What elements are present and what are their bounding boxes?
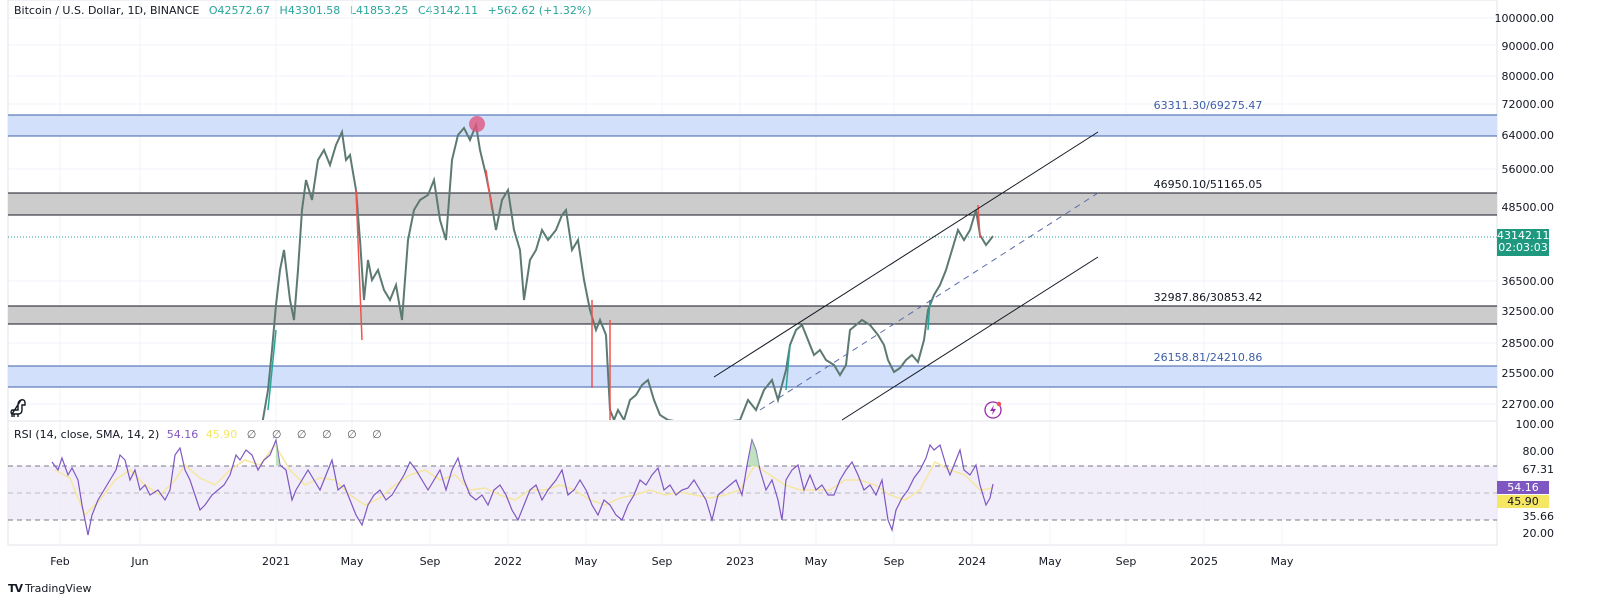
- tradingview-logo-text: TradingView: [25, 582, 92, 595]
- price-tick: 48500.00: [1501, 201, 1555, 214]
- time-tick: May: [804, 555, 828, 568]
- low-value: L41853.25: [349, 4, 409, 17]
- zone-63311-69275[interactable]: [8, 114, 1497, 137]
- time-tick: Sep: [1115, 555, 1137, 568]
- price-tick: 56000.00: [1501, 163, 1555, 176]
- tradingview-logo[interactable]: TV TradingView: [8, 582, 92, 595]
- close-value: C43142.11: [417, 4, 479, 17]
- time-tick: Feb: [50, 555, 70, 568]
- time-tick: 2022: [494, 555, 522, 568]
- time-tick: Sep: [419, 555, 441, 568]
- price-tick: 72000.00: [1501, 98, 1555, 111]
- price-tick: 80000.00: [1501, 70, 1555, 83]
- zone-46950-51165[interactable]: [8, 192, 1497, 216]
- rsi-value-tag: 54.16: [1497, 481, 1549, 494]
- price-tick: 25500.00: [1501, 367, 1555, 380]
- bar-countdown: 02:03:03: [1498, 241, 1548, 254]
- rsi-tick: 100.00: [1515, 418, 1555, 431]
- time-tick: Sep: [651, 555, 673, 568]
- parallel-channel[interactable]: [713, 131, 1099, 421]
- time-tick: May: [340, 555, 364, 568]
- zone-label-3: 32987.86/30853.42: [1153, 291, 1263, 304]
- zone-label-1: 63311.30/69275.47: [1153, 99, 1263, 112]
- zone-label-2: 46950.10/51165.05: [1153, 178, 1263, 191]
- price-tick: 100000.00: [1494, 12, 1555, 25]
- rsi-value: 54.16: [166, 428, 199, 441]
- rsi-placeholders: ∅ ∅ ∅ ∅ ∅ ∅: [246, 428, 388, 441]
- rsi-tick: 80.00: [1522, 445, 1555, 458]
- grid-lines: [8, 0, 1497, 545]
- current-price-tag: 43142.11 02:03:03: [1497, 229, 1550, 256]
- time-tick: 2024: [958, 555, 986, 568]
- time-tick: 2025: [1190, 555, 1218, 568]
- price-tick: 90000.00: [1501, 40, 1555, 53]
- rsi-pane[interactable]: [8, 437, 1497, 536]
- time-tick: May: [1038, 555, 1062, 568]
- rsi-sma-value: 45.90: [205, 428, 238, 441]
- rsi-tick: 67.31: [1522, 463, 1555, 476]
- price-tick: 32500.00: [1501, 305, 1555, 318]
- price-tick: 22700.00: [1501, 398, 1555, 411]
- price-tick: 36500.00: [1501, 275, 1555, 288]
- dino-icon[interactable]: [8, 398, 30, 418]
- time-tick: May: [574, 555, 598, 568]
- ath-marker: [469, 116, 485, 132]
- rsi-legend[interactable]: RSI (14, close, SMA, 14, 2) 54.16 45.90 …: [14, 428, 388, 441]
- zone-30853-32987[interactable]: [8, 305, 1497, 325]
- rsi-sma-tag: 45.90: [1497, 495, 1549, 508]
- current-price: 43142.11: [1497, 229, 1550, 242]
- price-tick: 28500.00: [1501, 337, 1555, 350]
- rsi-title: RSI (14, close, SMA, 14, 2): [14, 428, 160, 441]
- open-value: O42572.67: [208, 4, 271, 17]
- time-tick: Sep: [883, 555, 905, 568]
- time-tick: May: [1270, 555, 1294, 568]
- price-tick: 64000.00: [1501, 129, 1555, 142]
- rsi-tick: 35.66: [1522, 510, 1555, 523]
- change-value: +562.62 (+1.32%): [487, 4, 592, 17]
- rsi-tick: 20.00: [1522, 527, 1555, 540]
- lightning-icon[interactable]: [983, 400, 1003, 420]
- tradingview-logo-icon: TV: [8, 582, 23, 595]
- high-value: H43301.58: [279, 4, 341, 17]
- zone-24210-26158[interactable]: [8, 365, 1497, 388]
- time-tick: 2023: [726, 555, 754, 568]
- time-tick: Jun: [131, 555, 149, 568]
- zone-label-4: 26158.81/24210.86: [1153, 351, 1263, 364]
- time-tick: 2021: [262, 555, 290, 568]
- price-candles: [261, 116, 994, 420]
